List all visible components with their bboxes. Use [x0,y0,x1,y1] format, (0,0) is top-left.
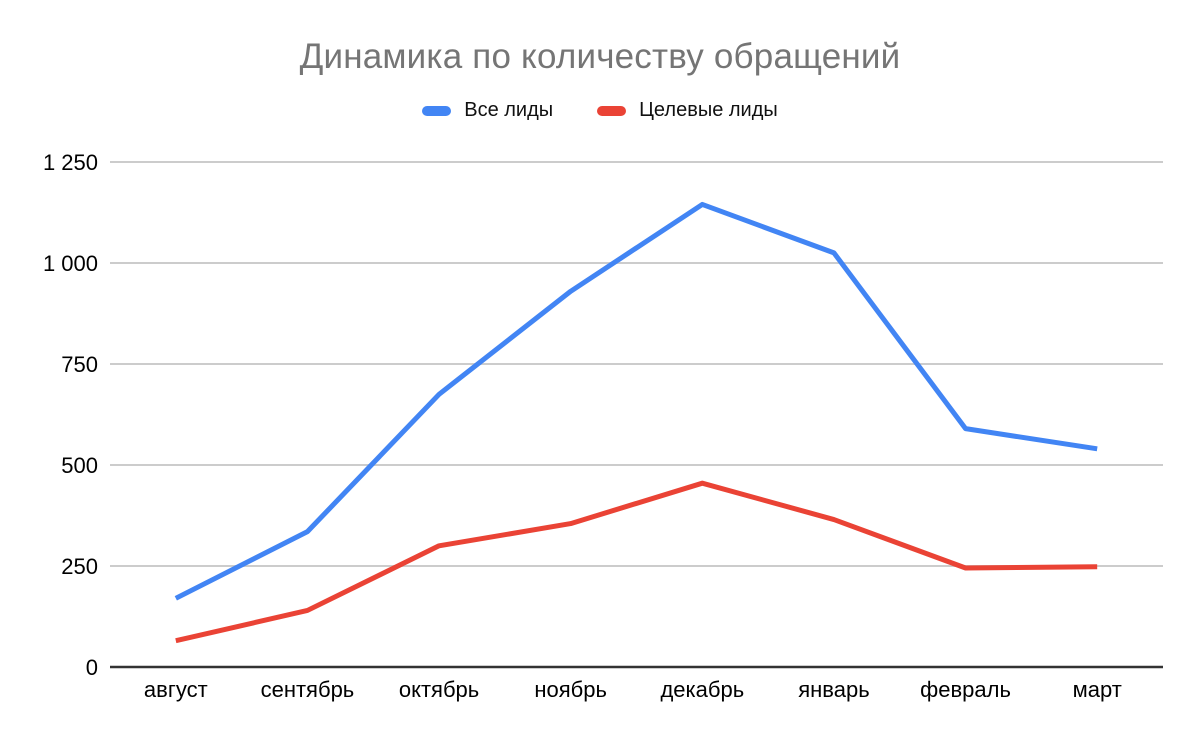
legend: Все лиды Целевые лиды [0,99,1200,122]
legend-label-all-leads: Все лиды [464,99,554,121]
legend-item-all-leads[interactable]: Все лиды [422,99,553,122]
legend-swatch-target-leads [597,105,627,116]
y-tick-label: 750 [61,352,98,377]
x-tick-label: январь [798,677,869,702]
legend-label-target-leads: Целевые лиды [639,99,778,121]
x-tick-label: ноябрь [534,677,607,702]
x-tick-label: октябрь [399,677,479,702]
y-tick-label: 0 [86,655,98,680]
series-line-0 [174,201,1098,601]
x-tick-label: март [1073,677,1122,702]
y-tick-label: 500 [61,453,98,478]
legend-swatch-all-leads [422,105,452,116]
y-tick-label: 1 000 [43,251,98,276]
y-tick-label: 1 250 [43,150,98,175]
legend-item-target-leads[interactable]: Целевые лиды [597,99,778,122]
chart-title: Динамика по количеству обращений [299,37,901,76]
x-tick-label: декабрь [660,677,744,702]
x-tick-label: февраль [920,677,1011,702]
x-tick-label: август [144,677,208,702]
x-tick-label: сентябрь [261,677,355,702]
y-tick-label: 250 [61,554,98,579]
series-line-1 [175,480,1098,644]
